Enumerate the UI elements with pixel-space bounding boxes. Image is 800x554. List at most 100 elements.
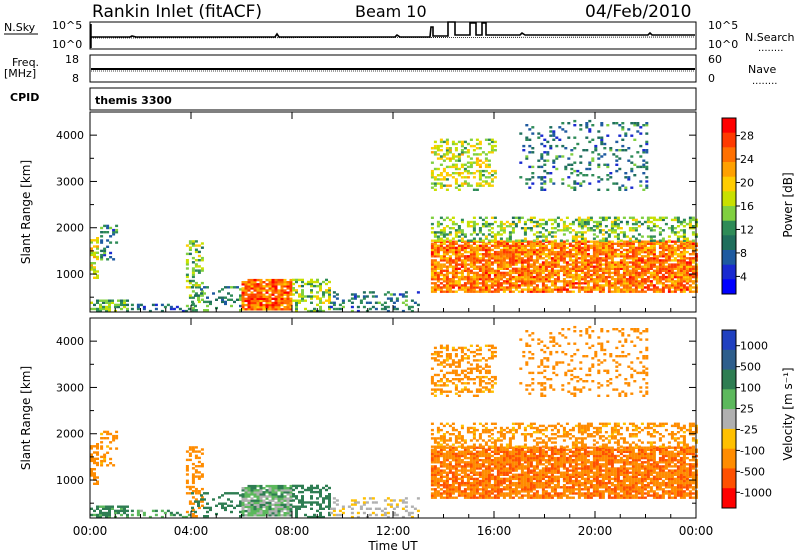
power-cell (448, 290, 452, 293)
power-cell (508, 231, 512, 234)
velocity-cell (487, 484, 491, 487)
power-cell (508, 222, 512, 226)
power-cell (457, 246, 461, 250)
power-cell (586, 267, 590, 270)
velocity-cell (398, 499, 402, 502)
power-cell (472, 229, 476, 232)
power-cell (664, 246, 668, 250)
velocity-cell (253, 501, 257, 504)
velocity-cell (463, 475, 467, 478)
power-cell (547, 275, 551, 279)
power-cell (430, 174, 434, 177)
velocity-cell (520, 452, 524, 456)
power-cell (622, 288, 626, 291)
power-cell (559, 250, 563, 254)
power-cell (643, 255, 647, 258)
power-cell (262, 308, 266, 311)
power-cell (631, 288, 635, 291)
power-cell (676, 286, 680, 289)
velocity-cell (241, 493, 245, 496)
velocity-cell (200, 452, 204, 455)
power-cell (691, 286, 695, 289)
power-cell (646, 235, 650, 238)
velocity-cell (295, 509, 298, 513)
velocity-cell (307, 515, 310, 519)
velocity-cell (274, 497, 278, 500)
velocity-cell (253, 499, 257, 502)
velocity-cell (472, 496, 476, 499)
power-cell (583, 273, 587, 277)
power-cell (454, 182, 458, 185)
power-cell (667, 235, 671, 238)
power-cell (550, 280, 554, 283)
power-cell (658, 275, 662, 279)
power-cell (481, 169, 485, 173)
power-cell (556, 271, 560, 275)
power-cell (439, 229, 443, 232)
power-cell (439, 155, 443, 158)
power-cell (673, 290, 677, 293)
power-cell (565, 246, 569, 250)
power-cell (643, 267, 647, 270)
power-cell (472, 261, 476, 264)
power-cell (577, 284, 581, 287)
power-cell (673, 267, 677, 270)
velocity-cell (532, 471, 536, 474)
power-cell (526, 267, 530, 270)
velocity-cell (475, 488, 479, 491)
power-cell (469, 275, 473, 279)
power-cell (148, 309, 152, 313)
power-cell (481, 265, 485, 268)
power-cell (589, 273, 593, 277)
power-cell (585, 167, 589, 171)
velocity-cell (244, 497, 248, 500)
power-cell (670, 290, 674, 293)
power-cell (622, 231, 626, 234)
power-cell (540, 134, 544, 137)
power-cell (271, 293, 275, 296)
velocity-cell (457, 473, 461, 476)
velocity-cell (96, 476, 99, 479)
power-cell (472, 259, 476, 262)
velocity-cell (451, 475, 455, 478)
freq-label: Freq. (12, 56, 39, 69)
power-cell (484, 235, 488, 238)
velocity-cell (93, 513, 96, 517)
velocity-cell (439, 448, 443, 451)
power-cell (469, 246, 473, 250)
velocity-cell (532, 473, 536, 476)
velocity-cell (262, 499, 266, 502)
velocity-cell (374, 501, 378, 504)
power-cell (676, 246, 680, 250)
power-cell (652, 246, 656, 250)
power-cell (469, 250, 473, 254)
power-cell (451, 286, 455, 289)
power-cell (442, 239, 446, 242)
velocity-cell (265, 495, 269, 498)
velocity-cell (508, 477, 512, 481)
power-cell (526, 218, 530, 222)
power-cell (517, 271, 521, 275)
power-cell (286, 297, 290, 300)
power-cell (490, 255, 494, 258)
power-cell (628, 227, 632, 230)
power-cell (457, 167, 461, 171)
power-cell (676, 263, 680, 266)
power-cell (568, 227, 572, 230)
power-cell (123, 299, 126, 302)
velocity-cell (191, 490, 195, 493)
velocity-cell (247, 487, 251, 490)
velocity-cell (532, 467, 536, 470)
power-cell (579, 184, 583, 187)
velocity-cell (191, 485, 195, 489)
power-cell (90, 253, 93, 257)
power-cell (478, 174, 482, 177)
velocity-cell (478, 452, 482, 456)
power-cell (556, 261, 560, 264)
velocity-cell (517, 465, 521, 468)
power-cell (259, 303, 263, 307)
power-cell (577, 240, 581, 243)
power-cell (616, 225, 620, 228)
power-cell (595, 248, 599, 252)
power-cell (667, 248, 671, 252)
